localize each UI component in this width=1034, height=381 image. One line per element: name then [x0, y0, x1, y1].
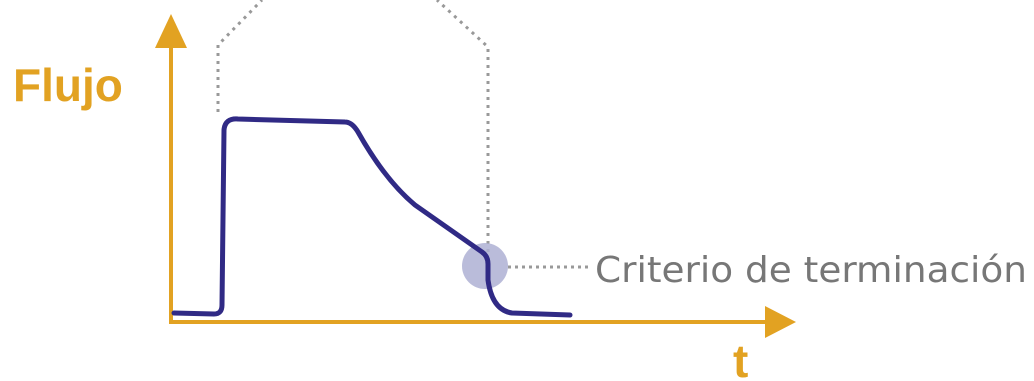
left-guide-line [216, 0, 264, 112]
x-axis-arrow [765, 306, 796, 338]
flow-curve [171, 116, 573, 318]
termination-criterion-label: Criterio de terminación [595, 250, 1027, 291]
right-guide-line [435, 0, 490, 252]
y-axis-label: Flujo [13, 59, 123, 111]
y-axis-arrow [155, 14, 187, 48]
x-axis-label: t [733, 335, 748, 381]
termination-marker [462, 243, 508, 289]
